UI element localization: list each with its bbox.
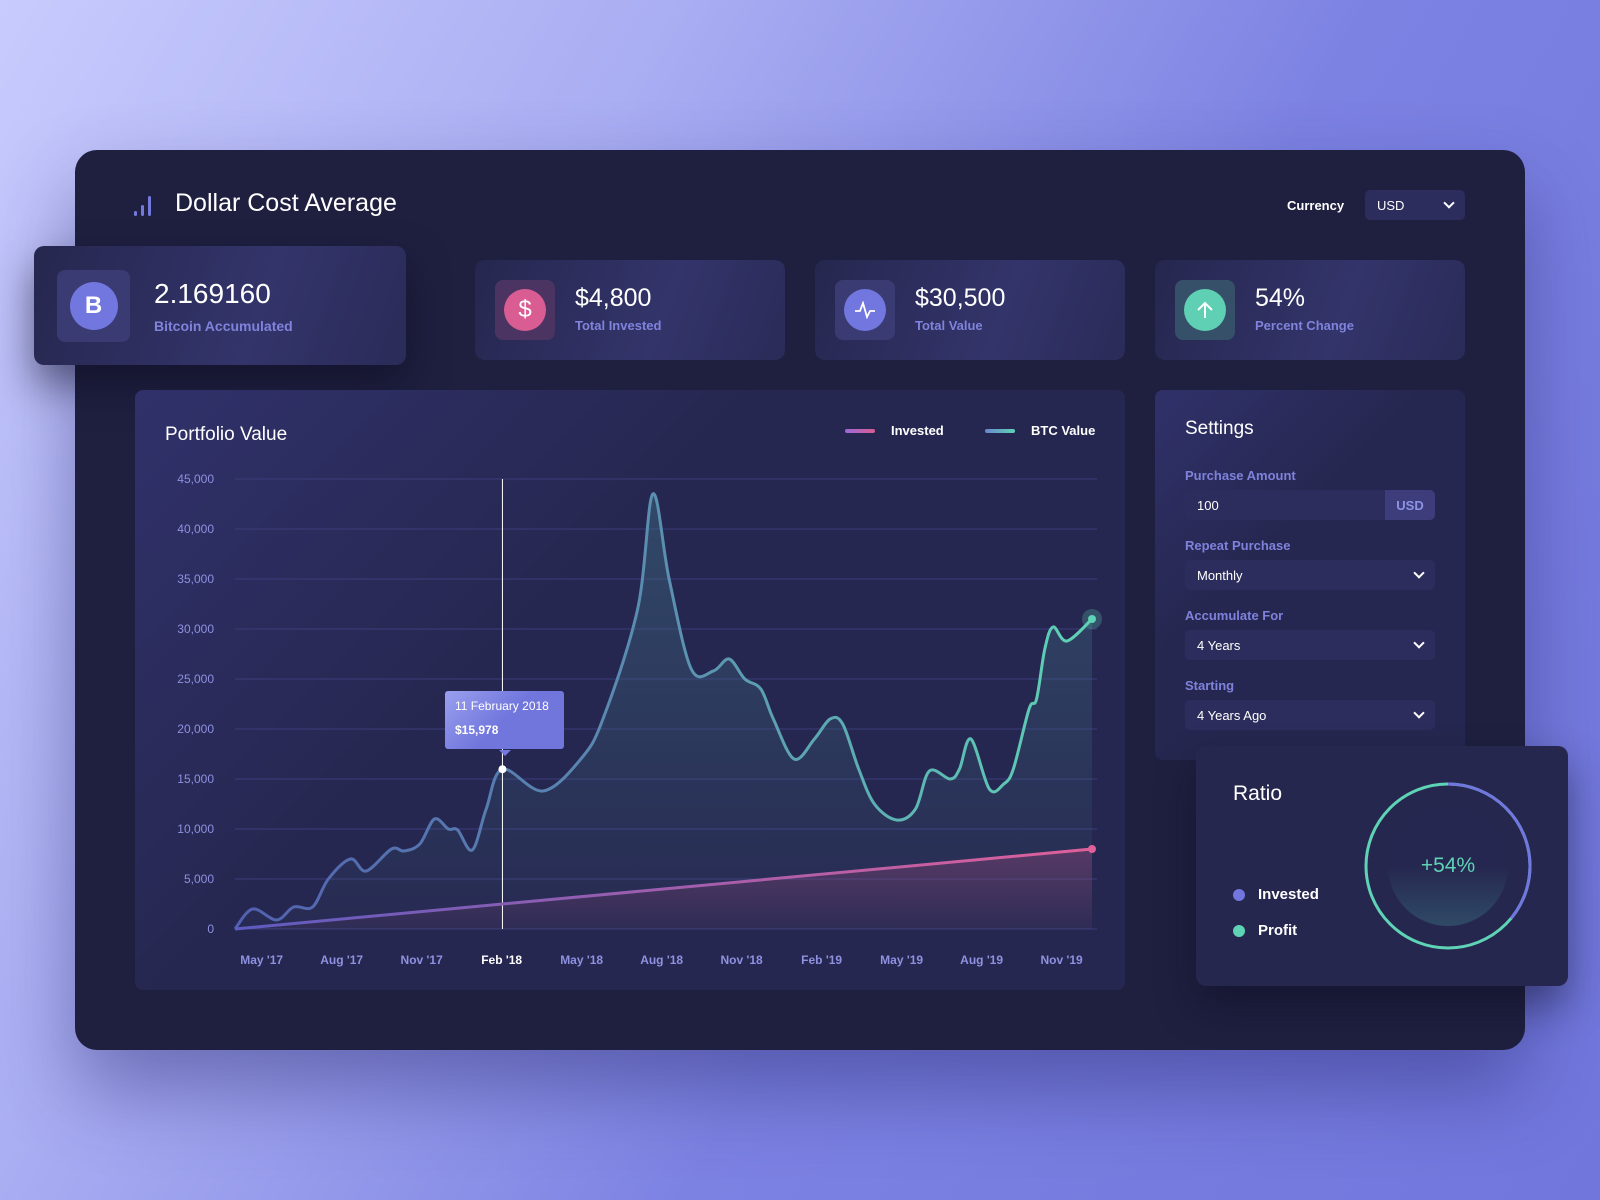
accumulate-for-label: Accumulate For — [1185, 608, 1284, 623]
chevron-down-icon — [1413, 707, 1425, 719]
currency-select[interactable]: USD — [1365, 190, 1465, 220]
stat-value: $30,500 — [915, 284, 1006, 312]
chevron-down-icon — [1413, 567, 1425, 579]
repeat-purchase-label: Repeat Purchase — [1185, 538, 1291, 553]
stat-value: 54% — [1255, 284, 1306, 312]
ratio-invested-arc — [1364, 782, 1532, 950]
settings-panel: Settings Purchase Amount 100 USD Repeat … — [1155, 390, 1465, 760]
ratio-card: Ratio Invested Profit +54% — [1196, 746, 1568, 986]
stat-card-percent: 54% Percent Change — [1155, 260, 1465, 360]
ratio-percent: +54% — [1420, 854, 1476, 877]
repeat-purchase-select[interactable]: Monthly — [1185, 560, 1435, 590]
purchase-amount-field: 100 USD — [1185, 490, 1435, 520]
legend-btc-value: BTC Value — [985, 423, 1095, 438]
chart-title: Portfolio Value — [165, 424, 288, 445]
starting-select[interactable]: 4 Years Ago — [1185, 700, 1435, 730]
chart-tooltip: 11 February 2018 $15,978 — [445, 691, 564, 756]
page-title: Dollar Cost Average — [175, 189, 397, 217]
currency-value: USD — [1377, 197, 1405, 213]
purchase-amount-input[interactable]: 100 — [1185, 490, 1385, 520]
stat-label: Percent Change — [1255, 318, 1354, 333]
stat-label: Total Invested — [575, 318, 662, 333]
currency-label: Currency — [1287, 198, 1345, 213]
accumulate-for-select[interactable]: 4 Years — [1185, 630, 1435, 660]
ratio-title: Ratio — [1233, 782, 1283, 805]
stat-label: Total Value — [915, 318, 983, 333]
tooltip-date: 11 February 2018 — [455, 699, 549, 713]
pulse-icon — [844, 289, 886, 331]
tooltip-value: $15,978 — [455, 723, 499, 737]
chevron-down-icon — [1443, 197, 1455, 209]
stat-value: $4,800 — [575, 284, 652, 312]
portfolio-chart-panel — [135, 390, 1125, 990]
bar-chart-icon — [134, 196, 156, 216]
stat-card-invested: $ $4,800 Total Invested — [475, 260, 785, 360]
chevron-down-icon — [1413, 637, 1425, 649]
bitcoin-icon: B — [69, 282, 118, 330]
stat-card-bitcoin: B 2.169160 Bitcoin Accumulated — [34, 246, 406, 365]
purchase-unit: USD — [1385, 490, 1435, 520]
ratio-donut — [1364, 782, 1532, 950]
arrow-up-icon — [1184, 289, 1226, 331]
legend-invested: Invested — [845, 423, 944, 438]
stat-label: Bitcoin Accumulated — [154, 318, 293, 334]
settings-title: Settings — [1185, 418, 1254, 439]
ratio-legend-profit: Profit — [1233, 922, 1297, 939]
dollar-icon: $ — [504, 289, 546, 331]
ratio-legend-invested: Invested — [1233, 886, 1319, 903]
starting-label: Starting — [1185, 678, 1235, 693]
stat-card-value: $30,500 Total Value — [815, 260, 1125, 360]
stat-value: 2.169160 — [154, 278, 271, 309]
purchase-amount-label: Purchase Amount — [1185, 468, 1296, 483]
